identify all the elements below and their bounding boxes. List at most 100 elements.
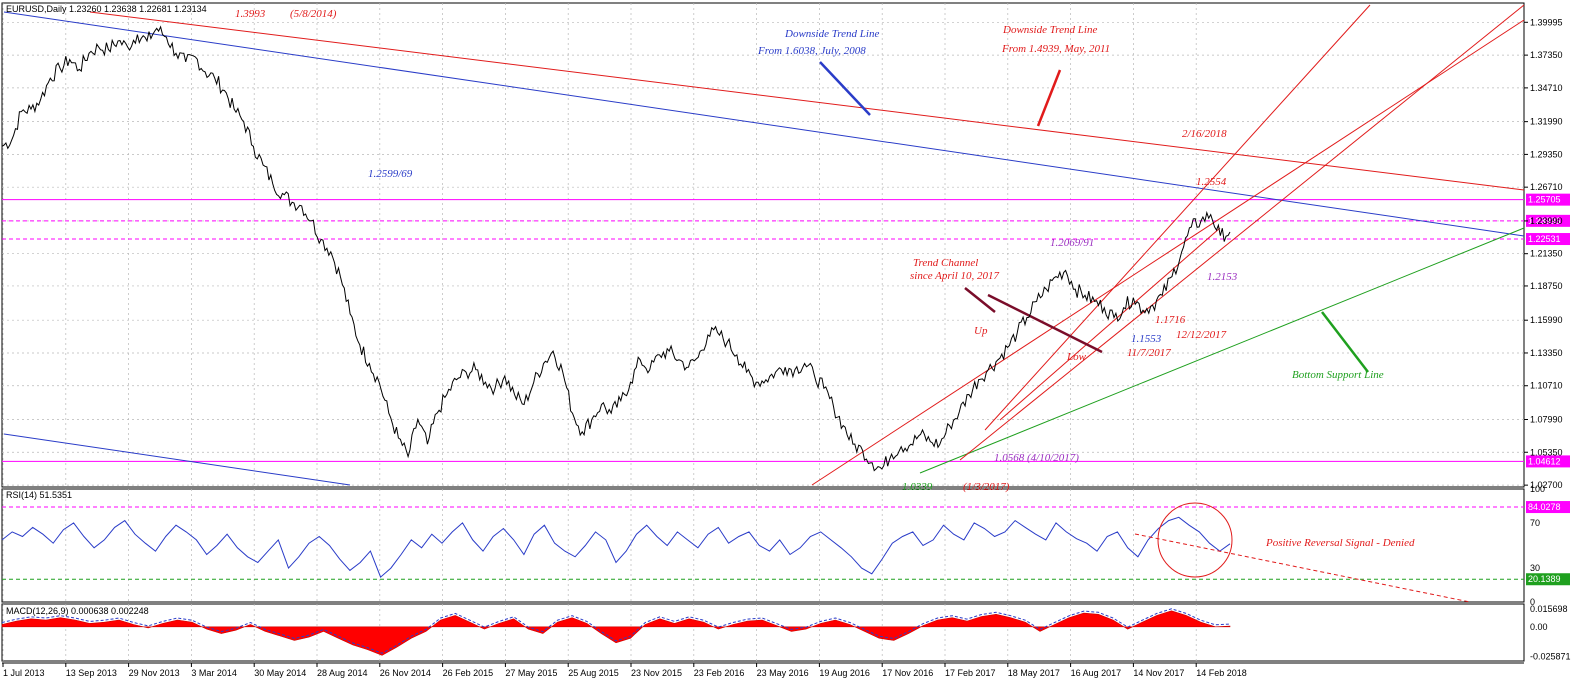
x-tick-label: 17 Nov 2016 xyxy=(882,668,933,678)
price-annotation: 2/16/2018 xyxy=(1182,128,1227,140)
macd-series xyxy=(1,608,1231,656)
x-tick-label: 17 Feb 2017 xyxy=(945,668,996,678)
price-annotation: (1/3/2017) xyxy=(963,481,1010,493)
y-axis-labels: 1.39995 1.37350 1.34710 1.31990 1.29350 1.267… xyxy=(1524,17,1571,661)
annotation-arrow xyxy=(987,293,1103,354)
rsi-trend-line xyxy=(1134,533,1471,603)
x-tick-label: 13 Sep 2013 xyxy=(66,668,117,678)
y-tick-label: 1.15990 xyxy=(1530,315,1563,325)
panel-frame-price xyxy=(1,2,1525,488)
macd-tick-label: 0.00 xyxy=(1530,622,1548,632)
x-tick-label: 23 May 2016 xyxy=(757,668,809,678)
price-annotation: 1.2554 xyxy=(1196,176,1227,188)
y-tick-label: 1.02700 xyxy=(1530,480,1563,490)
rsi-level-label: 20.1389 xyxy=(1528,574,1561,584)
level-tag-label: 1.04612 xyxy=(1528,456,1561,466)
y-tick-label: 1.07990 xyxy=(1530,414,1563,424)
price-annotation: From 1.6038, July, 2008 xyxy=(757,45,866,57)
grid-lines xyxy=(2,3,1524,661)
level-tag-label: 1.25705 xyxy=(1528,195,1561,205)
red-downtrend-line xyxy=(89,11,1525,191)
price-series xyxy=(1,25,1231,472)
annotation-arrow xyxy=(964,287,996,313)
x-tick-label: 3 Mar 2014 xyxy=(191,668,237,678)
y-tick-label: 1.29350 xyxy=(1530,149,1563,159)
rsi-level-label: 84.0278 xyxy=(1528,502,1561,512)
price-annotation: 12/12/2017 xyxy=(1176,329,1227,341)
y-tick-label: 1.31990 xyxy=(1530,117,1563,127)
y-tick-label: 1.13350 xyxy=(1530,348,1563,358)
channel-steep-line xyxy=(959,4,1525,461)
trend-lines xyxy=(3,4,1525,486)
y-tick-label: 1.23990 xyxy=(1530,216,1563,226)
price-annotation: 1.1716 xyxy=(1155,314,1186,326)
channel-lower-line xyxy=(999,227,1221,421)
y-tick-label: 1.18750 xyxy=(1530,281,1563,291)
level-tag-label: 1.23996 xyxy=(1528,216,1561,226)
x-axis-labels: 1 Jul 2013 13 Sep 2013 29 Nov 2013 3 Mar 20… xyxy=(2,663,1247,678)
macd-tick-label: -0.025871 xyxy=(1530,651,1571,661)
macd-histogram xyxy=(1,610,1231,656)
rsi-tick-label: 0 xyxy=(1530,597,1535,607)
horizontal-levels: 1.25705 1.23996 1.22531 1.04612 84.0278 20.13… xyxy=(2,193,1570,586)
panel-frame-rsi xyxy=(1,488,1525,603)
rsi-tick-label: 70 xyxy=(1530,518,1540,528)
x-tick-label: 29 Nov 2013 xyxy=(129,668,180,678)
x-tick-label: 30 May 2014 xyxy=(254,668,306,678)
level-tag xyxy=(1526,455,1570,468)
x-tick-label: 16 Aug 2017 xyxy=(1071,668,1122,678)
blue-downtrend-line xyxy=(3,11,1525,237)
price-annotation: 1.2599/69 xyxy=(368,168,413,180)
price-annotation: since April 10, 2017 xyxy=(910,270,1000,282)
x-tick-label: 19 Aug 2016 xyxy=(819,668,870,678)
x-tick-label: 14 Nov 2017 xyxy=(1133,668,1184,678)
price-annotation: Low xyxy=(1066,351,1087,363)
price-annotation: Trend Channel xyxy=(913,257,978,269)
level-tag xyxy=(1526,214,1570,227)
y-tick-label: 1.26710 xyxy=(1530,182,1563,192)
macd-header: MACD(12,26,9) 0.000638 0.002248 xyxy=(6,606,149,616)
panel-headers: EURUSD,Daily 1.23260 1.23638 1.22681 1.2… xyxy=(6,4,207,616)
annotation-arrow xyxy=(819,61,871,116)
y-tick-label: 1.10710 xyxy=(1530,381,1563,391)
panel-frames xyxy=(1,2,1525,664)
x-tick-label: 27 May 2015 xyxy=(505,668,557,678)
channel-upper-line xyxy=(811,19,1525,486)
price-annotation: Up xyxy=(974,325,988,337)
annotation-arrow xyxy=(1321,311,1369,373)
x-tick-label: 28 Aug 2014 xyxy=(317,668,368,678)
rsi-line xyxy=(1,516,1231,578)
reversal-circle xyxy=(1157,502,1233,578)
y-tick-label: 1.37350 xyxy=(1530,50,1563,60)
price-annotation: 1.3993 xyxy=(235,8,266,20)
price-annotation: Downside Trend Line xyxy=(1002,24,1097,36)
channel-inner-line xyxy=(984,4,1371,431)
price-annotation: 1.0339 xyxy=(902,481,933,493)
y-tick-label: 1.21350 xyxy=(1530,249,1563,259)
x-tick-label: 26 Nov 2014 xyxy=(380,668,431,678)
panel-frame-macd xyxy=(1,603,1525,662)
price-annotation: (5/8/2014) xyxy=(290,8,337,20)
price-annotation: 1.2069/91 xyxy=(1050,237,1094,249)
y-tick-label: 1.39995 xyxy=(1530,17,1563,27)
level-tag xyxy=(1526,193,1570,206)
x-tick-label: 14 Feb 2018 xyxy=(1196,668,1247,678)
macd-signal-line xyxy=(1,608,1231,654)
annotation-arrow xyxy=(1036,69,1062,127)
x-tick-label: 18 May 2017 xyxy=(1008,668,1060,678)
price-annotation: Downside Trend Line xyxy=(784,28,879,40)
rsi-level-tag xyxy=(1526,501,1570,514)
level-tag xyxy=(1526,233,1570,246)
x-tick-label: 26 Feb 2015 xyxy=(443,668,494,678)
x-tick-label: 23 Nov 2015 xyxy=(631,668,682,678)
macd-tick-label: 0.015698 xyxy=(1530,604,1568,614)
price-header: EURUSD,Daily 1.23260 1.23638 1.22681 1.2… xyxy=(6,4,207,14)
rsi-tick-label: 100 xyxy=(1530,484,1545,494)
level-tag-label: 1.22531 xyxy=(1528,234,1561,244)
rsi-series xyxy=(1,502,1471,603)
annotations: 1.3993 (5/8/2014) Downside Trend Line From … xyxy=(235,8,1415,549)
y-tick-label: 1.34710 xyxy=(1530,83,1563,93)
rsi-tick-label: 30 xyxy=(1530,563,1540,573)
price-annotation: 1.2153 xyxy=(1207,271,1238,283)
